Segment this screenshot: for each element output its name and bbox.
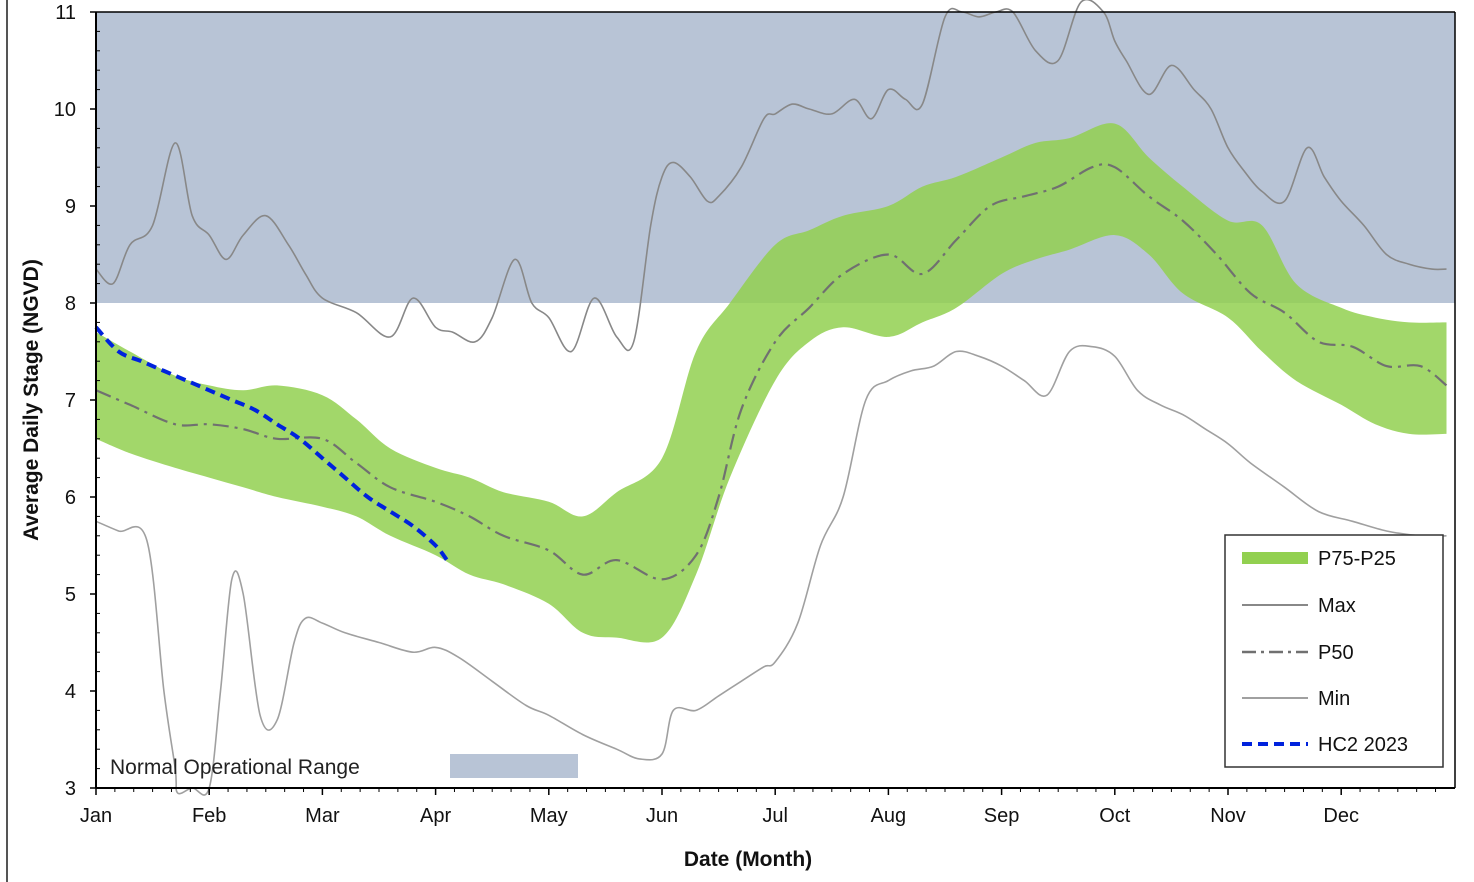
left-frame-border	[6, 0, 8, 882]
normal-range-swatch	[450, 754, 578, 778]
x-tick-label: Nov	[1210, 805, 1246, 827]
p75-p25-band	[96, 123, 1447, 643]
legend-label-hc2: HC2 2023	[1318, 734, 1408, 756]
legend-label-band: P75-P25	[1318, 548, 1396, 570]
legend: P75-P25 Max P50 Min HC2 2023	[1224, 534, 1444, 768]
legend-label-min: Min	[1318, 688, 1350, 710]
x-tick-label: Jun	[646, 805, 678, 827]
x-tick-label: Mar	[305, 805, 340, 827]
normal-range-label: Normal Operational Range	[110, 756, 360, 779]
x-tick-label: Dec	[1323, 805, 1359, 827]
legend-label-p50: P50	[1318, 642, 1354, 664]
x-tick-label: Aug	[871, 805, 907, 827]
x-tick-label: May	[530, 805, 568, 827]
y-tick-label: 8	[65, 293, 76, 315]
y-tick-label: 7	[65, 390, 76, 412]
x-tick-label: Jul	[762, 805, 788, 827]
axes: 3 4 5 6 7 8 9 10 11 Jan Feb Mar Apr May Jun Jul Aug Sep Oc…	[54, 2, 1456, 827]
y-tick-label: 11	[55, 2, 76, 24]
series-layer	[94, 0, 1448, 796]
x-tick-label: Jan	[80, 805, 112, 827]
y-axis-title: Average Daily Stage (NGVD)	[20, 259, 43, 541]
x-tick-label: Sep	[984, 805, 1020, 827]
series-line-max	[95, 0, 1447, 353]
series-line-p50	[95, 163, 1448, 581]
legend-label-max: Max	[1318, 595, 1356, 617]
series-line-hc2-2023	[94, 325, 449, 562]
y-tick-label: 4	[65, 681, 76, 703]
y-tick-label: 5	[65, 584, 76, 606]
x-axis-title: Date (Month)	[684, 848, 812, 871]
y-tick-label: 9	[65, 196, 76, 218]
x-tick-label: Oct	[1099, 805, 1131, 827]
y-tick-label: 6	[65, 487, 76, 509]
x-tick-label: Apr	[420, 805, 451, 827]
normal-range-key: Normal Operational Range	[110, 754, 578, 779]
series-line-min	[95, 344, 1447, 796]
x-tick-label: Feb	[192, 805, 226, 827]
y-tick-label: 3	[65, 778, 76, 800]
y-tick-label: 10	[54, 99, 76, 121]
